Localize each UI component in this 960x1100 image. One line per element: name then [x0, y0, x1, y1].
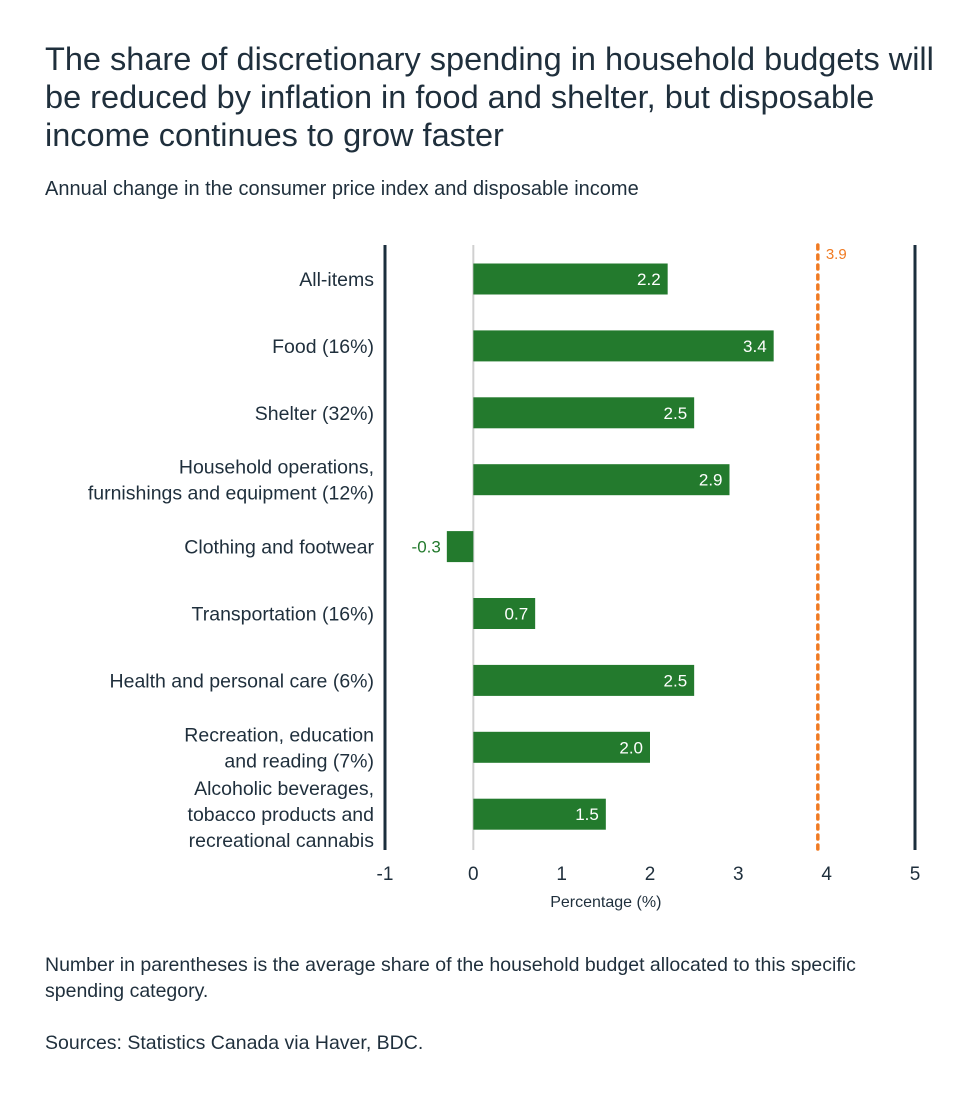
bar-value-label: 2.5 [664, 671, 688, 690]
x-tick-label: 5 [910, 864, 921, 885]
category-label: Transportation (16%) [192, 604, 374, 626]
bar-value-label: 0.7 [505, 605, 529, 624]
x-tick-label: 2 [645, 864, 656, 885]
bar [473, 263, 668, 295]
category-label: tobacco products and [188, 804, 374, 826]
footnote: Number in parentheses is the average sha… [45, 954, 856, 1002]
bar [473, 330, 774, 362]
category-label: Health and personal care (6%) [110, 670, 374, 692]
bar [473, 397, 695, 429]
category-label: Household operations, [179, 457, 374, 479]
bar [473, 598, 536, 629]
reference-line-label: 3.9 [826, 246, 847, 263]
x-tick-label: -1 [377, 864, 394, 885]
bar-value-label: 2.9 [699, 471, 723, 490]
category-label: and reading (7%) [224, 750, 374, 772]
x-tick-label: 3 [733, 864, 744, 885]
bar [473, 664, 695, 696]
bar [473, 731, 650, 763]
category-label: Clothing and footwear [184, 537, 374, 559]
category-label: Recreation, education [184, 724, 374, 746]
category-label: All-items [299, 269, 374, 291]
category-label: recreational cannabis [189, 830, 375, 852]
chart-subtitle: Annual change in the consumer price inde… [45, 178, 639, 200]
bar-value-label: 2.2 [637, 270, 661, 289]
bar-chart: 3.9 2.2 All-items 3.4 Food (16%) 2.5 Shelter (… [88, 243, 921, 911]
x-tick-label: 1 [556, 864, 567, 885]
bar-value-label: -0.3 [412, 538, 441, 557]
x-axis-title: Percentage (%) [550, 894, 661, 911]
bar [473, 464, 730, 496]
category-label: furnishings and equipment (12%) [88, 483, 374, 505]
chart-title: The share of discretionary spending in h… [45, 41, 934, 153]
x-tick-label: 4 [821, 864, 832, 885]
source-note: Sources: Statistics Canada via Haver, BD… [45, 1032, 424, 1054]
bar-value-label: 1.5 [575, 805, 599, 824]
bar-value-label: 2.5 [664, 404, 688, 423]
category-label: Alcoholic beverages, [194, 778, 374, 800]
bar-value-label: 3.4 [743, 337, 767, 356]
category-label: Shelter (32%) [255, 403, 374, 425]
bar-value-label: 2.0 [619, 738, 643, 757]
category-label: Food (16%) [272, 336, 374, 358]
bar [473, 798, 606, 830]
x-tick-label: 0 [468, 864, 479, 885]
bar [446, 531, 474, 563]
